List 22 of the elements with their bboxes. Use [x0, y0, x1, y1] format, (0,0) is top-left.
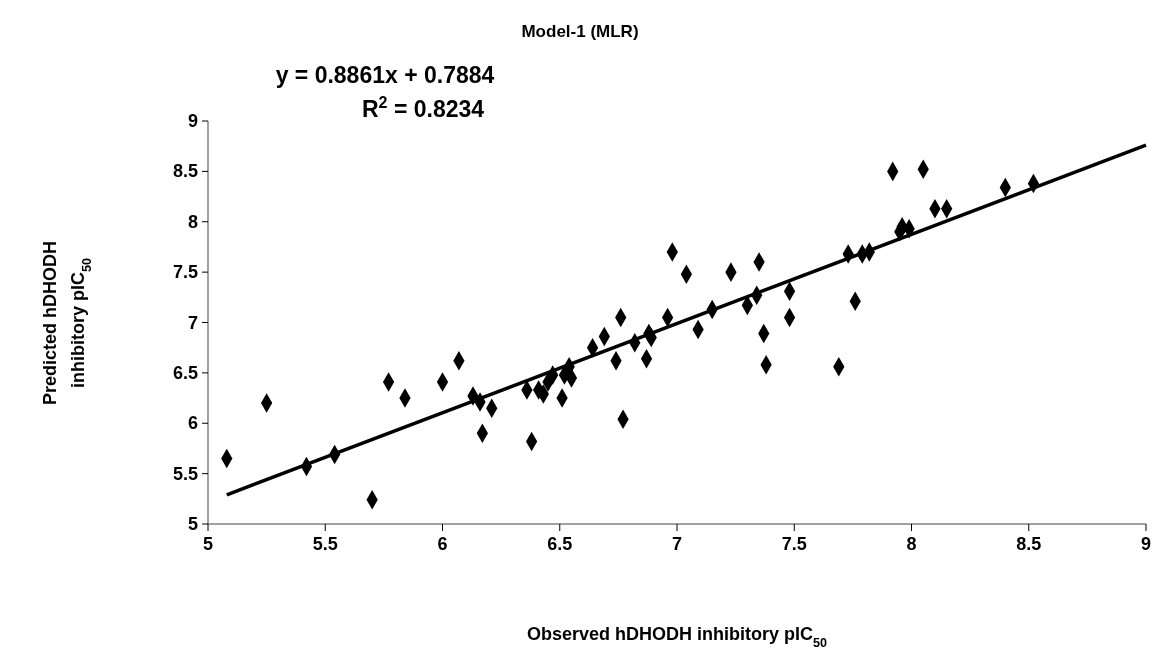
x-tick-label: 5	[202, 534, 214, 554]
x-tick-label: 7	[671, 534, 683, 554]
y-tick-label: 6	[187, 413, 198, 434]
y-tick-label: 5.5	[172, 463, 198, 484]
y-tick-label: 7	[187, 312, 198, 333]
x-tick-label: 8	[906, 534, 917, 554]
y-tick-label: 5	[187, 514, 198, 534]
x-tick-label: 8.5	[1016, 534, 1042, 554]
x-tick-label: 7.5	[781, 534, 807, 554]
text: y = 0.8861x + 0.7884	[275, 62, 495, 88]
y-tick-label: 7.5	[172, 262, 198, 283]
x-tick-label: 9	[1140, 534, 1152, 554]
y-tick-label: 6.5	[172, 362, 198, 383]
x-tick-label: 6.5	[547, 534, 573, 554]
chart-title: Model-1 (MLR)	[521, 22, 639, 41]
x-tick-label: 6	[437, 534, 448, 554]
x-tick-label: 5.5	[312, 534, 338, 554]
y-tick-label: 8.5	[172, 161, 198, 182]
y-tick-label: 9	[187, 111, 198, 131]
x-axis-title: Observed hDHODH inhibitory pIC$_{50}$	[526, 624, 828, 650]
annotation: R$^{2}$ = 0.8234	[361, 93, 485, 122]
y-tick-label: 8	[187, 211, 198, 232]
